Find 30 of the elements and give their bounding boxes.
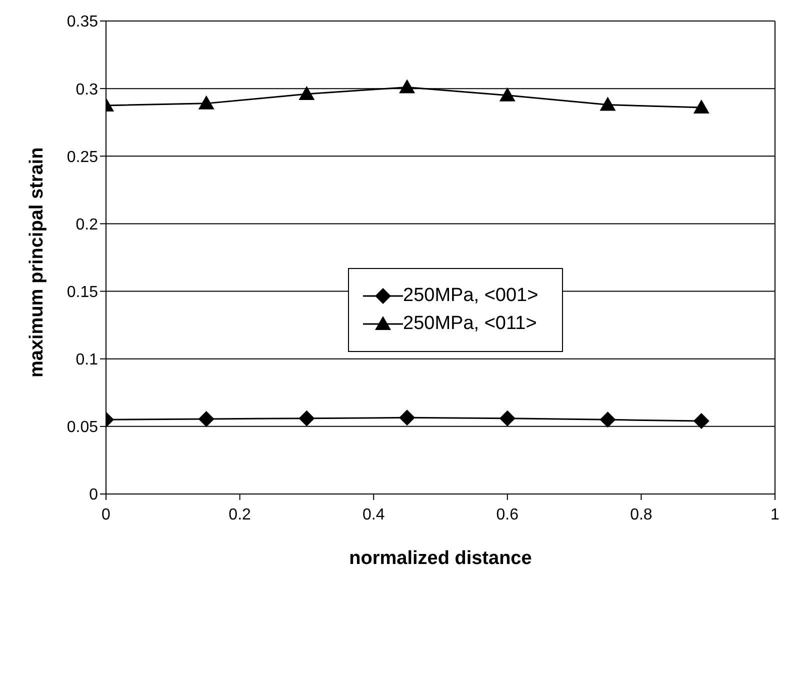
point bbox=[198, 95, 214, 110]
y-tick-label: 0.25 bbox=[66, 148, 98, 166]
x-axis-title: normalized distance bbox=[349, 548, 532, 569]
point bbox=[499, 410, 516, 426]
point bbox=[298, 86, 315, 100]
x-tick-label: 0 bbox=[102, 506, 111, 524]
y-tick-label: 0.15 bbox=[66, 284, 98, 301]
point bbox=[600, 412, 616, 428]
point bbox=[693, 413, 710, 430]
x-tick-label: 1 bbox=[770, 506, 780, 524]
legend-label: 250MPa, <011> bbox=[403, 313, 537, 335]
y-tick-label: 0.35 bbox=[66, 14, 98, 31]
x-tick-label: 0.8 bbox=[630, 506, 652, 524]
point bbox=[399, 79, 416, 94]
x-tick-label: 0.2 bbox=[228, 506, 252, 524]
point bbox=[298, 410, 315, 426]
x-tick-label: 0.6 bbox=[496, 506, 519, 524]
point bbox=[399, 410, 416, 426]
point bbox=[499, 87, 516, 102]
point bbox=[693, 99, 710, 114]
y-axis-title: maximum principal strain bbox=[26, 147, 48, 378]
y-tick-label: 0.1 bbox=[76, 352, 98, 369]
point bbox=[600, 96, 616, 111]
y-tick-label: 0.2 bbox=[76, 216, 98, 234]
legend-label: 250MPa, <001> bbox=[403, 285, 538, 307]
y-tick-label: 0.05 bbox=[66, 419, 98, 436]
y-tick-label: 0.3 bbox=[76, 81, 98, 98]
point bbox=[198, 410, 214, 427]
x-tick-label: 0.4 bbox=[362, 506, 385, 524]
y-tick-label: 0 bbox=[89, 486, 98, 504]
